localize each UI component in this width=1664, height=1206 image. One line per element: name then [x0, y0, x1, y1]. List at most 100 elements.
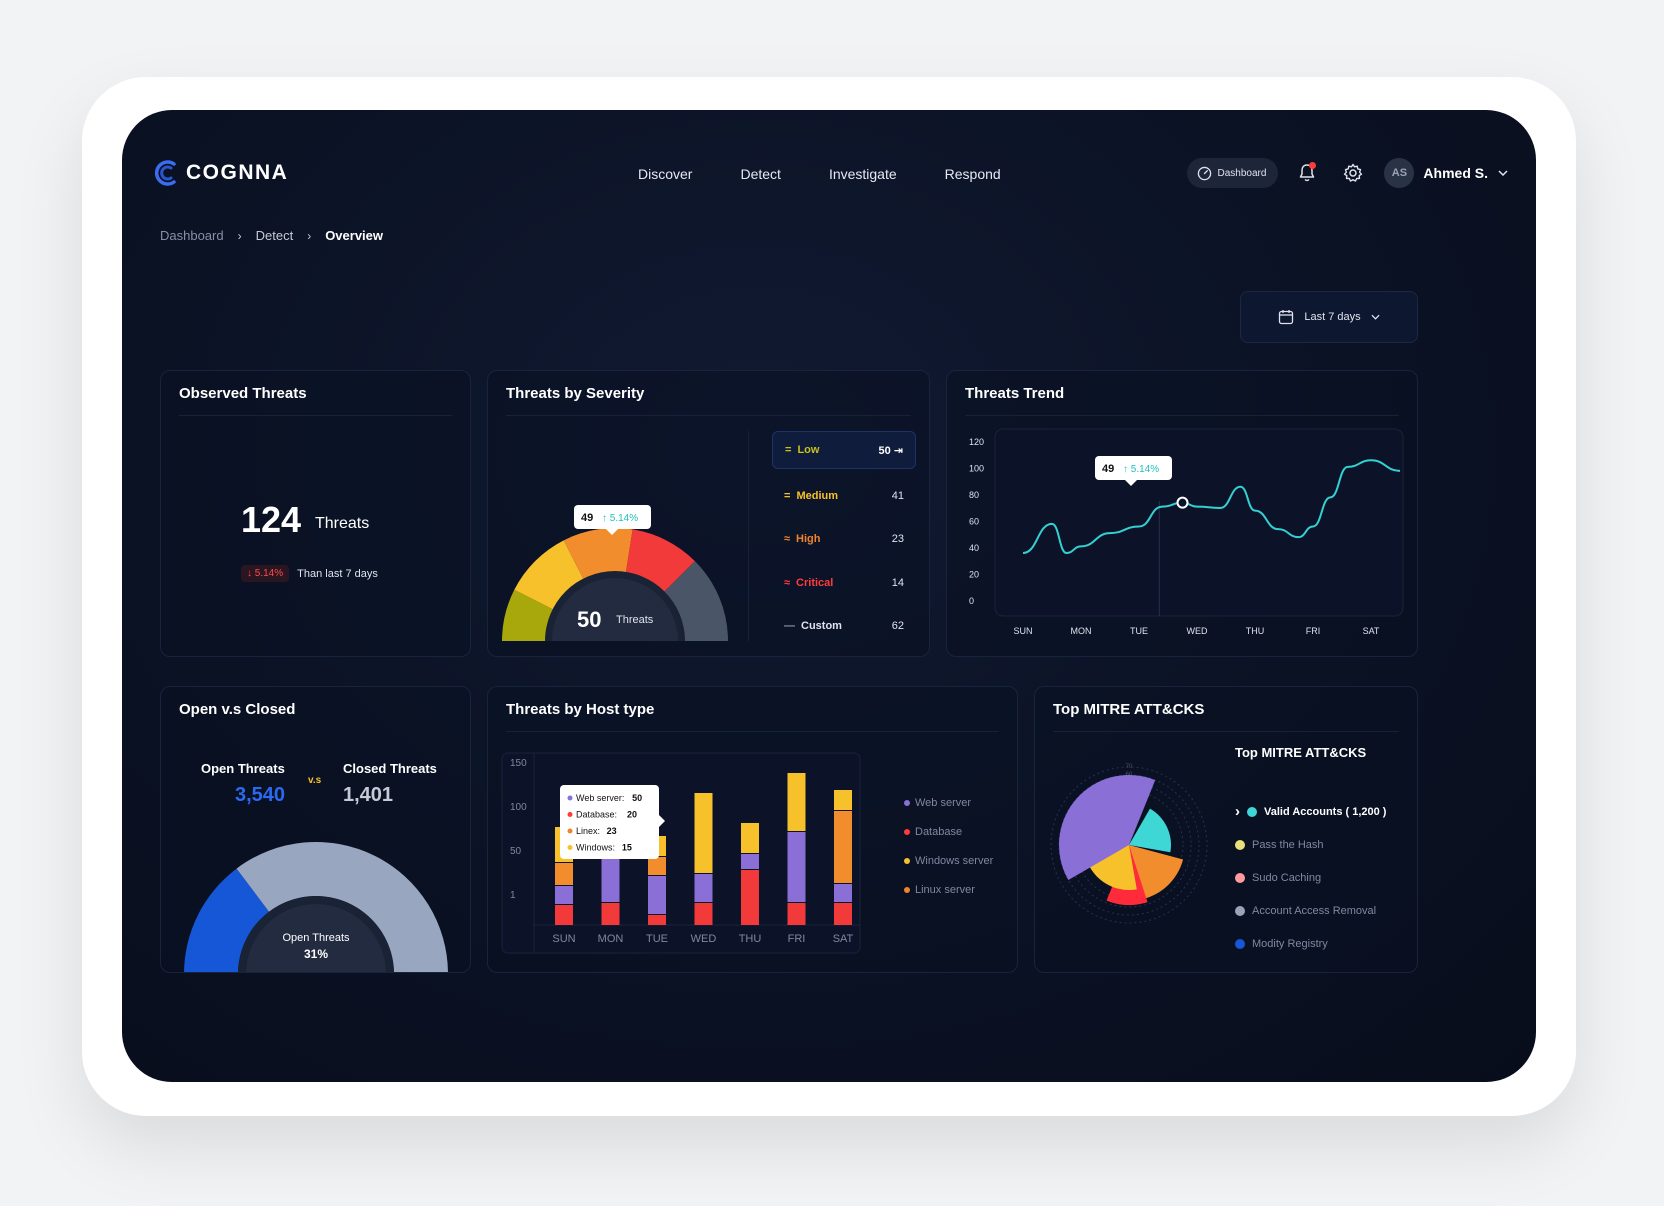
tooltip-value: 23 [607, 826, 617, 836]
date-range-select[interactable]: Last 7 days [1240, 291, 1418, 343]
severity-level-icon: ≈ [784, 533, 791, 546]
host-tooltip: Web server: 50 Database: 20 Linex: 23 Windows… [560, 785, 665, 859]
severity-row-high[interactable]: ≈ High 23 [772, 518, 916, 562]
card-title: Threats Trend [965, 385, 1065, 402]
mitre-dot [1235, 905, 1245, 916]
y-tick-label: 1 [510, 890, 516, 901]
chevron-down-icon[interactable] [1498, 170, 1508, 176]
brand-logo[interactable]: COGNNA [152, 158, 288, 188]
gauge-unit: Threats [616, 614, 654, 626]
y-tick-label: 150 [510, 758, 527, 769]
severity-name: Custom [801, 620, 842, 633]
card-title: Open v.s Closed [179, 701, 296, 718]
legend-dot [904, 858, 910, 864]
date-range-value: Last 7 days [1304, 311, 1361, 323]
severity-row-custom[interactable]: — Custom 62 [772, 605, 916, 649]
severity-name: High [796, 533, 821, 546]
dashboard-button[interactable]: Dashboard [1186, 158, 1279, 188]
x-tick-label: SAT [833, 933, 854, 945]
nav-discover[interactable]: Discover [638, 166, 693, 182]
host-legend: Web server Database Windows server Linux se… [904, 797, 993, 913]
nav-detect[interactable]: Detect [740, 166, 781, 182]
breadcrumb-detect[interactable]: Detect [255, 228, 294, 243]
mitre-item[interactable]: Sudo Caching [1235, 861, 1386, 894]
polar-slice-modity-registry [1059, 775, 1156, 880]
tooltip-pointer [606, 529, 618, 535]
card-title: Threats by Severity [506, 385, 645, 402]
x-tick-label: SAT [1363, 626, 1380, 636]
mitre-label: Pass the Hash [1252, 838, 1324, 851]
threats-trend-card: Threats Trend 120 100 80 60 40 20 0 SUN MON TUE WE… [946, 370, 1418, 657]
bar-segment-windows-server [787, 773, 806, 831]
mitre-item[interactable]: Pass the Hash [1235, 828, 1386, 861]
bar-segment-database [834, 903, 852, 925]
legend-dot [904, 829, 910, 835]
chevron-right-icon: › [1235, 803, 1240, 820]
x-tick-label: WED [1187, 626, 1208, 636]
legend-item: Linux server [904, 884, 993, 896]
avatar[interactable]: AS [1384, 158, 1415, 188]
mitre-dot [1235, 872, 1245, 883]
mitre-dot [1247, 806, 1257, 817]
divider [506, 415, 911, 416]
threats-by-severity-card: Threats by Severity 50 Threats 49 ↑ 5.14% =… [487, 370, 930, 657]
x-tick-label: FRI [788, 933, 806, 945]
open-segment [184, 868, 270, 972]
gear-icon [1344, 163, 1363, 182]
x-tick-label: TUE [646, 933, 668, 945]
divider [965, 415, 1399, 416]
radial-grid-ring [1074, 790, 1184, 900]
mitre-label: Account Access Removal [1252, 904, 1377, 917]
severity-value: 62 [891, 620, 904, 633]
severity-label: = Medium [784, 490, 838, 502]
tooltip-pointer [659, 815, 665, 827]
nav-investigate[interactable]: Investigate [828, 166, 897, 182]
change-value: 5.14% [254, 568, 284, 579]
mitre-item[interactable]: Account Access Removal [1235, 894, 1386, 927]
settings-button[interactable] [1336, 156, 1370, 190]
app-screen: COGNNA Discover Detect Investigate Respo… [122, 110, 1536, 1082]
tooltip-value: 15 [622, 843, 632, 853]
tooltip-change: ↑ 5.14% [602, 513, 638, 524]
severity-row-critical[interactable]: ≈ Critical 14 [772, 561, 916, 605]
trend-line [1022, 459, 1401, 555]
tooltip-label: Database: [576, 810, 617, 820]
mitre-dot [1235, 839, 1245, 850]
gauge-icon [1197, 166, 1211, 180]
tooltip-change: ↑ 5.14% [1123, 464, 1159, 475]
tooltip-value: 50 [632, 793, 642, 803]
bar-segment-windows-server [834, 790, 852, 810]
nav-respond[interactable]: Respond [944, 166, 1001, 182]
bar-segment-database [694, 903, 713, 925]
severity-row-medium[interactable]: = Medium 41 [772, 474, 916, 518]
tooltip-value: 49 [581, 512, 593, 524]
divider [748, 431, 749, 641]
mitre-label: Sudo Caching [1252, 871, 1322, 884]
closed-threats-value: 1,401 [343, 784, 394, 806]
bar-segment-database [787, 903, 806, 925]
mitre-subtitle: Top MITRE ATT&CKS [1235, 745, 1367, 760]
top-mitre-card: Top MITRE ATT&CKS 70605040 Top MITRE ATT… [1034, 686, 1418, 973]
tooltip-box [560, 785, 659, 859]
severity-row-low[interactable]: = Low 50 ⇥ [772, 431, 916, 469]
mitre-item[interactable]: Modity Registry [1235, 927, 1386, 960]
bar-segment-database [601, 903, 620, 925]
tooltip-dot [567, 828, 573, 834]
mitre-label: Modity Registry [1252, 937, 1328, 950]
calendar-icon [1279, 310, 1294, 325]
notifications-button[interactable] [1290, 156, 1324, 190]
breadcrumb-dashboard[interactable]: Dashboard [160, 228, 224, 243]
user-name[interactable]: Ahmed S. [1423, 165, 1488, 181]
open-threats-label: Open Threats [201, 761, 285, 776]
top-right-controls: Dashboard AS Ahmed S. [1186, 156, 1509, 190]
polar-slice-pass-the-hash [1129, 845, 1184, 900]
radial-grid-ring [1050, 766, 1208, 924]
tooltip-dot [567, 845, 573, 850]
bar-segment-web-server [648, 876, 666, 914]
mitre-item[interactable]: › Valid Accounts ( 1,200 ) [1235, 795, 1386, 828]
change-badge: ↓ 5.14% [241, 565, 290, 582]
mitre-polar-chart: 70605040 [1050, 764, 1208, 924]
tooltip-label: Linex: [576, 826, 600, 836]
mitre-label: Valid Accounts ( 1,200 ) [1264, 805, 1387, 818]
legend-label: Linux server [915, 884, 975, 896]
